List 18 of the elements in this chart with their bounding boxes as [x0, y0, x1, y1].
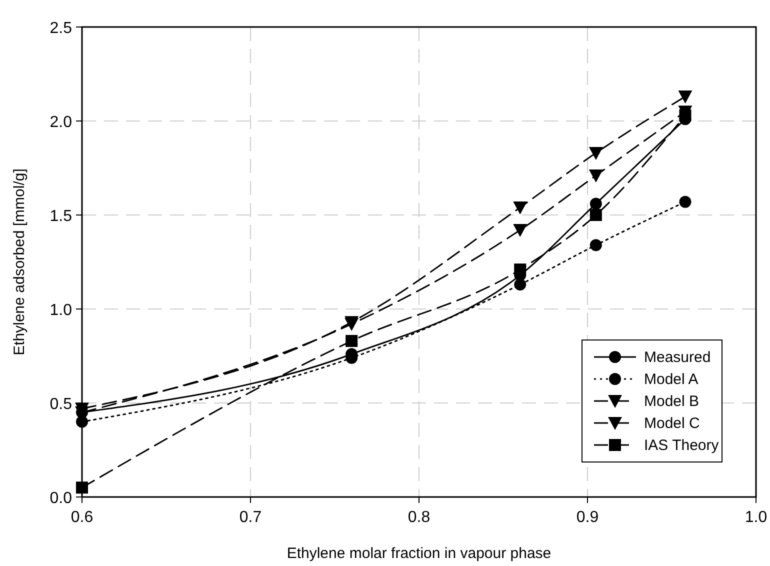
y-tick-label: 1.0 — [50, 302, 72, 319]
legend-label: Model A — [644, 371, 698, 388]
y-tick-label: 2.5 — [50, 20, 72, 37]
legend-label: Measured — [644, 349, 711, 366]
y-tick-label: 0.5 — [50, 396, 72, 413]
y-axis-title: Ethylene adsorbed [mmol/g] — [11, 168, 28, 356]
x-tick-label: 0.9 — [576, 509, 599, 526]
x-axis-title: Ethylene molar fraction in vapour phase — [286, 545, 552, 562]
x-tick-label: 0.6 — [70, 509, 94, 526]
legend-label: IAS Theory — [644, 437, 720, 454]
x-tick-label: 1.0 — [744, 509, 768, 526]
y-tick-label: 2.0 — [50, 114, 72, 131]
x-tick-label: 0.8 — [408, 509, 430, 526]
y-tick-label: 0.0 — [50, 490, 72, 507]
legend-label: Model C — [644, 415, 700, 432]
y-tick-label: 1.5 — [50, 208, 72, 225]
x-tick-label: 0.7 — [239, 509, 262, 526]
legend-label: Model B — [644, 393, 700, 410]
